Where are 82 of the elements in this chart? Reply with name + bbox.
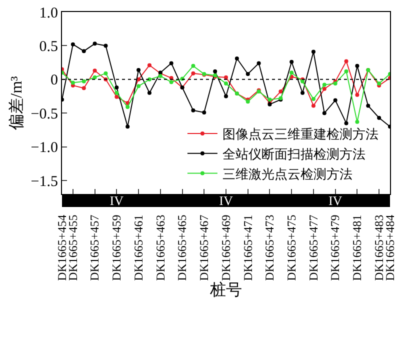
legend-label: 图像点云三维重建检测方法 <box>222 126 378 142</box>
point <box>256 61 261 66</box>
point <box>82 79 86 84</box>
y-tick-label: 1.0 <box>39 5 58 22</box>
point <box>82 49 86 54</box>
point <box>114 94 119 99</box>
point <box>290 60 294 64</box>
point <box>92 68 97 73</box>
x-tick-label: DK1665+463 <box>153 214 168 281</box>
point <box>311 104 316 108</box>
point <box>136 68 141 72</box>
point <box>268 98 272 102</box>
point <box>191 64 196 68</box>
point <box>169 61 174 66</box>
y-tick-label: 0 <box>50 72 58 89</box>
point <box>82 86 86 90</box>
point <box>126 105 130 110</box>
point <box>92 75 97 80</box>
point <box>290 70 294 75</box>
y-axis-title: 偏差/m³ <box>8 76 26 130</box>
point <box>344 121 348 126</box>
point <box>147 63 152 68</box>
point <box>92 42 97 46</box>
x-axis-title: 桩号 <box>209 280 242 299</box>
x-tick-label: DK1665+471 <box>240 214 255 281</box>
point <box>377 116 382 120</box>
point <box>322 82 326 87</box>
point <box>213 69 218 74</box>
annotation: IV <box>110 193 124 208</box>
point <box>158 74 162 78</box>
point <box>278 90 283 94</box>
point <box>344 59 348 64</box>
point <box>104 44 108 48</box>
point <box>311 50 316 54</box>
y-tick-label: 0.5 <box>39 38 58 55</box>
point <box>114 90 119 95</box>
point <box>191 108 196 112</box>
point <box>234 56 239 61</box>
point <box>104 71 108 76</box>
point <box>70 42 75 46</box>
y-tick-label: −0.5 <box>30 106 58 122</box>
point <box>246 72 250 76</box>
point <box>202 110 206 114</box>
point <box>355 64 360 68</box>
point <box>126 101 130 105</box>
x-tick-label: DK1665+459 <box>110 214 124 281</box>
point <box>147 90 152 95</box>
point <box>311 96 316 101</box>
point <box>224 75 228 80</box>
x-tick-label: DK1665+481 <box>350 214 364 281</box>
x-tick-label: DK1665+461 <box>131 214 146 281</box>
annotation: IV <box>328 193 342 208</box>
point <box>333 98 338 102</box>
x-tick-label: DK1665+469 <box>218 214 233 281</box>
point <box>322 86 326 91</box>
legend-label: 全站仪断面扫描检测方法 <box>222 146 366 162</box>
y-tick-label: −1.5 <box>30 174 58 190</box>
x-tick-label: DK1665+473 <box>262 214 277 281</box>
point <box>224 81 228 86</box>
x-tick-label: DK1665+479 <box>328 214 342 281</box>
legend-label: 三维激光点云检测方法 <box>222 166 352 182</box>
point <box>344 69 348 74</box>
point <box>300 90 305 95</box>
point <box>114 86 119 90</box>
x-tick-label: DK1665+465 <box>175 214 190 281</box>
x-tick-label: DK1665+477 <box>306 214 320 281</box>
point <box>355 120 360 124</box>
point <box>136 84 141 88</box>
point <box>322 111 326 116</box>
y-tick-label: −1.0 <box>30 140 58 156</box>
x-tick-label: DK1665+467 <box>197 214 212 281</box>
point <box>366 104 370 108</box>
label-strip: IV IV IV <box>62 194 390 207</box>
annotation: IV <box>219 193 233 208</box>
point <box>355 92 360 97</box>
point <box>70 80 75 85</box>
point <box>191 71 196 76</box>
point <box>224 94 228 98</box>
point <box>169 80 174 84</box>
point <box>126 124 130 129</box>
x-tick-label: DK1665+475 <box>284 214 298 281</box>
x-tick-label: DK1665+457 <box>88 214 102 281</box>
